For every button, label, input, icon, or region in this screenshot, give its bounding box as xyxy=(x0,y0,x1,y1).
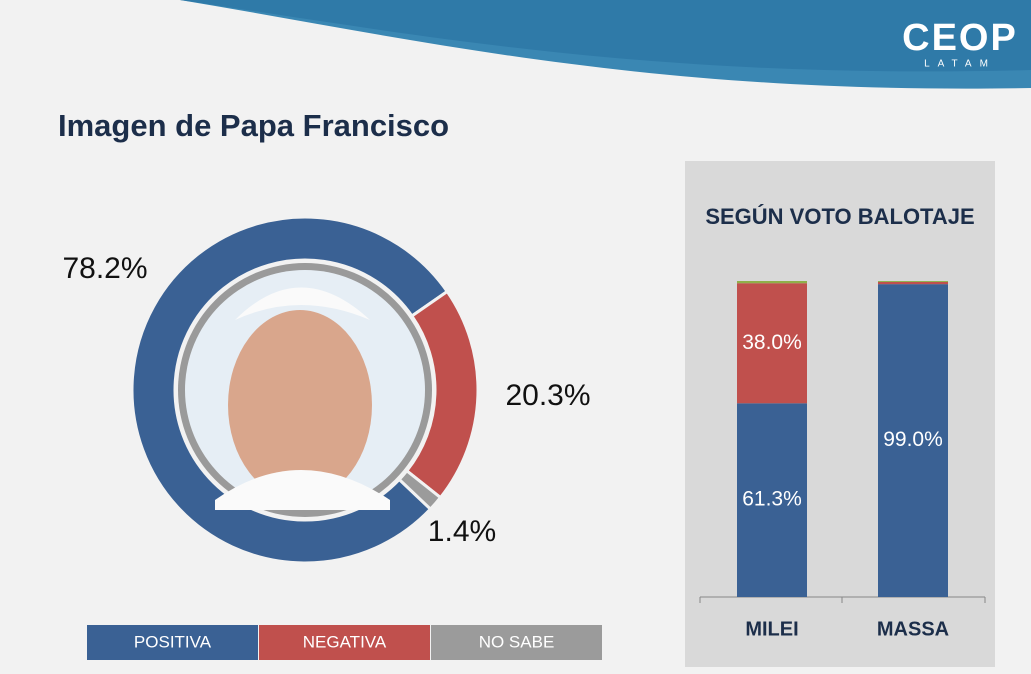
legend: POSITIVA NEGATIVA NO SABE xyxy=(87,625,602,660)
donut-segment xyxy=(130,215,450,565)
bar-segment xyxy=(878,281,948,282)
data-label: 1.4% xyxy=(428,515,496,548)
logo-sub: LATAM xyxy=(924,59,996,70)
bar-chart: 61.3% 38.0% MILEI 99.0% MASSA xyxy=(699,281,986,640)
legend-swatch xyxy=(259,625,430,660)
legend-label: POSITIVA xyxy=(134,632,212,651)
bar-segment xyxy=(737,403,807,597)
legend-label: NEGATIVA xyxy=(303,632,387,651)
legend-label: NO SABE xyxy=(479,632,555,651)
x-tick-label: MILEI xyxy=(745,618,798,640)
header-wave-dark xyxy=(180,0,1031,72)
panel-title: SEGÚN VOTO BALOTAJE xyxy=(705,204,974,229)
data-label: 61.3% xyxy=(742,488,802,511)
bar-segment xyxy=(878,281,948,285)
bar-segment xyxy=(737,281,807,284)
chart-title: Imagen de Papa Francisco xyxy=(58,108,449,143)
panel xyxy=(685,161,995,667)
donut: 78.2% 20.3% 1.4% xyxy=(62,215,591,565)
legend-swatch xyxy=(431,625,602,660)
legend-swatch xyxy=(87,625,258,660)
photo xyxy=(178,263,432,517)
donut-segment xyxy=(397,468,443,512)
x-tick-label: MASSA xyxy=(877,618,949,640)
data-label: 99.0% xyxy=(883,428,943,451)
data-label: 38.0% xyxy=(742,331,802,354)
bar-segment xyxy=(737,283,807,404)
logo: CEOP xyxy=(902,17,1018,59)
data-label: 78.2% xyxy=(62,252,147,285)
data-label: 20.3% xyxy=(505,379,590,412)
bar-segment xyxy=(878,284,948,597)
